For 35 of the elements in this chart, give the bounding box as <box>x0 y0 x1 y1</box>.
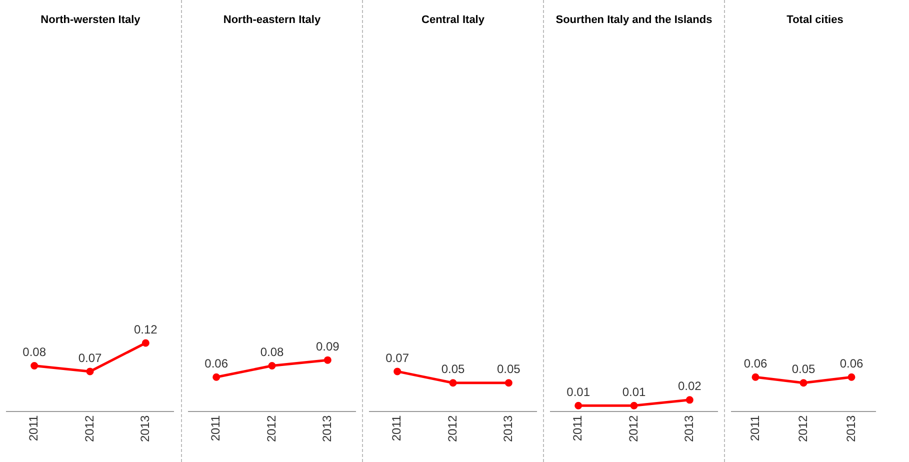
data-label: 0.05 <box>496 362 521 376</box>
x-tick-label: 2012 <box>264 414 278 442</box>
data-label: 0.06 <box>840 356 864 370</box>
data-label: 0.07 <box>386 350 410 365</box>
data-label: 0.12 <box>134 322 158 336</box>
chart-title: Total cities <box>786 13 844 26</box>
x-tick-label: 2013 <box>844 414 858 442</box>
data-label: 0.01 <box>566 384 590 399</box>
x-tick-label: 2012 <box>626 414 640 442</box>
x-tick-label: 2011 <box>748 414 762 442</box>
data-label: 0.08 <box>260 345 284 360</box>
data-label: 0.02 <box>678 379 702 394</box>
data-label: 0.06 <box>744 356 768 370</box>
x-tick-label: 2013 <box>500 414 515 442</box>
chart-title: Central Italy <box>420 13 486 26</box>
data-label: 0.08 <box>22 345 46 360</box>
data-label: 0.05 <box>792 362 816 376</box>
x-tick-label: 2013 <box>682 414 696 442</box>
data-label: 0.07 <box>78 350 102 365</box>
x-tick-label: 2011 <box>208 414 223 442</box>
x-tick-label: 2011 <box>570 414 585 442</box>
x-tick-label: 2011 <box>26 414 41 442</box>
x-tick-label: 2012 <box>796 414 810 442</box>
data-label: 0.06 <box>204 356 228 370</box>
data-label: 0.09 <box>316 339 340 354</box>
data-label: 0.05 <box>441 362 465 376</box>
x-tick-label: 2013 <box>320 414 334 442</box>
x-tick-label: 2011 <box>390 414 404 442</box>
chart-title: North-eastern Italy <box>222 13 322 26</box>
x-tick-label: 2013 <box>138 414 152 442</box>
chart-title: Sourthen Italy and the Islands <box>554 13 714 26</box>
chart-title: North-wersten Italy <box>40 13 142 26</box>
data-label: 0.01 <box>622 384 646 399</box>
x-tick-label: 2012 <box>82 414 96 442</box>
x-tick-label: 2012 <box>445 414 460 442</box>
